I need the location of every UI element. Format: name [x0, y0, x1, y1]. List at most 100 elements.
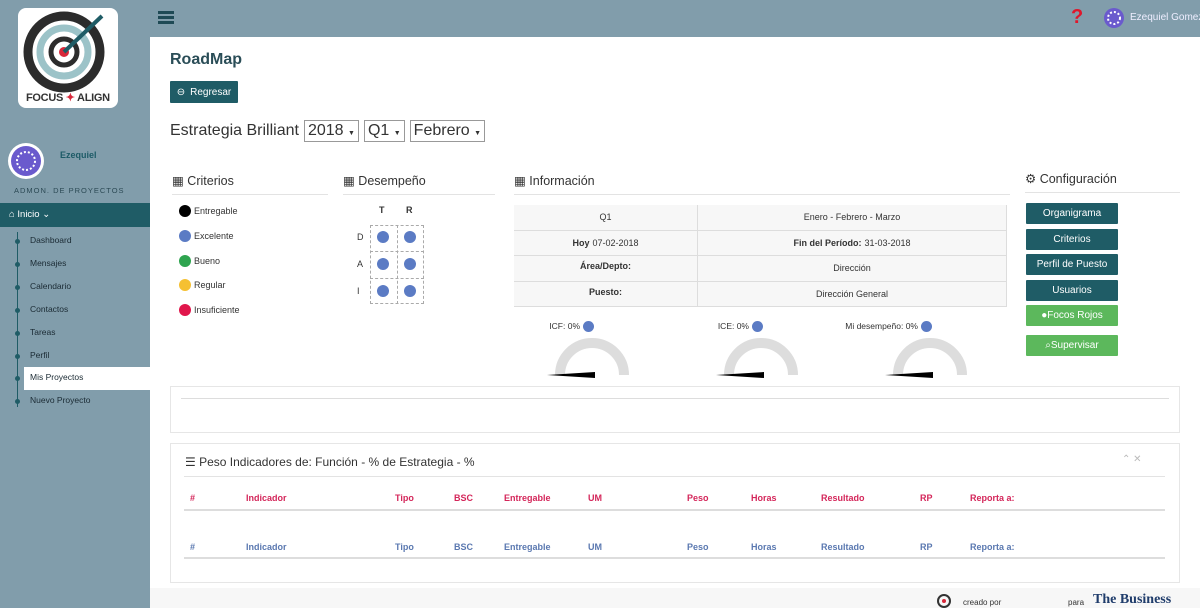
nav-dot	[15, 399, 20, 405]
gauges	[547, 338, 967, 378]
strategy-name: Estrategia Brilliant	[170, 122, 299, 139]
config-header: ⚙ Configuración	[1025, 171, 1180, 193]
table-footer: Indicador	[246, 542, 287, 552]
legend-label: Insuficiente	[194, 305, 240, 316]
status-dot	[404, 285, 416, 297]
config-button-label: Focos Rojos	[1047, 310, 1103, 321]
row-label: D	[357, 232, 364, 242]
logo-text: ALIGN	[77, 92, 110, 104]
config-button-label: Criterios	[1053, 233, 1091, 245]
legend-dot	[179, 205, 191, 217]
table-header: Resultado	[821, 493, 865, 503]
month-select[interactable]: Febrero ▼	[409, 120, 486, 142]
table-header: RP	[920, 493, 933, 503]
table-header: Indicador	[246, 493, 287, 503]
nav-active	[24, 367, 150, 391]
legend-dot	[179, 279, 191, 292]
logo-mark	[23, 11, 105, 93]
gauge-dot	[583, 321, 594, 332]
table-header: Reporta a:	[970, 493, 1015, 503]
legend-dot	[179, 254, 191, 267]
sidebar-role: ADMON. DE PROYECTOS	[14, 186, 125, 195]
legend-label: Regular	[194, 280, 226, 291]
table-footer: #	[190, 542, 196, 552]
info-cell: Q1	[514, 205, 698, 231]
year-select[interactable]: 2018 ▼	[303, 120, 359, 142]
info-cell: Dirección	[698, 256, 1007, 282]
info-cell: Puesto:	[514, 281, 698, 307]
info-label: Fin del Período:	[793, 237, 862, 248]
grid-divider	[397, 225, 398, 304]
config-button[interactable]: ⌕ Supervisar	[1026, 335, 1118, 356]
nav-section-text: Inicio	[17, 209, 40, 220]
criterios-title: Criterios	[187, 174, 234, 188]
info-value: Dirección General	[815, 288, 889, 299]
column-label: T	[379, 205, 385, 215]
table-header: Entregable	[504, 493, 551, 503]
info-title: Información	[529, 174, 595, 188]
nav-item[interactable]: Mis Proyectos	[30, 372, 84, 383]
config-button[interactable]: Usuarios	[1026, 279, 1118, 301]
table-header: Horas	[751, 493, 777, 503]
partner-logo[interactable]: The Business	[1093, 592, 1172, 607]
info-header: ▦ Información	[514, 173, 1010, 195]
info-cell: Fin del Período: 31-03-2018	[698, 230, 1007, 256]
row-label: A	[357, 259, 364, 269]
gauge-label: ICE: 0%	[717, 321, 749, 331]
config-button[interactable]: ● Focos Rojos	[1026, 305, 1118, 326]
user-name[interactable]: Ezequiel Gomez	[1130, 12, 1200, 23]
nav-item[interactable]: Perfil	[30, 349, 50, 360]
help-icon[interactable]: ?	[1071, 6, 1084, 28]
desempeno-header: ▦ Desempeño	[343, 173, 495, 195]
menu-toggle[interactable]	[158, 10, 176, 26]
nav-item[interactable]: Dashboard	[30, 235, 72, 245]
gauge-needle	[885, 372, 933, 378]
strategy-row: Estrategia Brilliant 2018 ▼ Q1 ▼ Febrero…	[170, 120, 486, 142]
legend-label: Excelente	[194, 230, 234, 241]
config-title: Configuración	[1039, 172, 1117, 186]
config-button-label: Usuarios	[1052, 284, 1092, 296]
nav-section[interactable]	[0, 203, 150, 227]
table-header: BSC	[454, 493, 474, 503]
table-header: UM	[588, 493, 602, 503]
config-button[interactable]: Organigrama	[1026, 203, 1118, 224]
desempeno-title: Desempeño	[358, 174, 426, 188]
indicadores-header: ☰ Peso Indicadores de: Función - % de Es…	[185, 455, 475, 469]
table-footer: Tipo	[395, 542, 414, 552]
nav-item[interactable]: Contactos	[30, 303, 69, 314]
nav-section-label[interactable]: ⌂ Inicio ⌄	[9, 209, 51, 220]
back-button[interactable]: ⊖ Regresar	[170, 81, 238, 103]
table-footer: Horas	[751, 542, 777, 552]
nav-item[interactable]: Tareas	[30, 326, 56, 337]
config-button-label: Supervisar	[1050, 340, 1099, 351]
config-button[interactable]: Perfil de Puesto	[1026, 254, 1118, 275]
info-label: Hoy	[572, 237, 590, 248]
nav-dot	[15, 261, 20, 267]
info-label: Puesto:	[588, 286, 622, 297]
panel-controls[interactable]: ⌃ ✕	[1122, 454, 1142, 465]
row-label: I	[357, 286, 360, 296]
config-button[interactable]: Criterios	[1026, 228, 1118, 250]
criterios-header: ▦ Criterios	[172, 173, 328, 195]
gauge-label: ICF: 0%	[549, 321, 580, 331]
gauge-needle	[716, 372, 764, 378]
grid-divider	[370, 278, 424, 279]
nav-item[interactable]: Nuevo Proyecto	[30, 395, 91, 406]
info-value: 07-02-2018	[592, 237, 639, 248]
grid-divider	[370, 251, 424, 252]
nav-dot	[15, 353, 20, 359]
table-footer: Peso	[687, 542, 709, 552]
table-header: #	[190, 493, 196, 503]
nav-item[interactable]: Mensajes	[30, 257, 67, 268]
quarter-select[interactable]: Q1 ▼	[363, 120, 405, 142]
top-bar	[150, 0, 1200, 37]
status-dot	[377, 285, 389, 297]
back-button-label: Regresar	[190, 86, 232, 98]
table-footer: UM	[588, 542, 602, 552]
footer-created: creado por	[963, 598, 1002, 607]
nav-dot	[15, 330, 20, 336]
divider	[184, 509, 1165, 511]
nav-item[interactable]: Calendario	[30, 280, 72, 291]
nav-dot	[15, 376, 20, 382]
